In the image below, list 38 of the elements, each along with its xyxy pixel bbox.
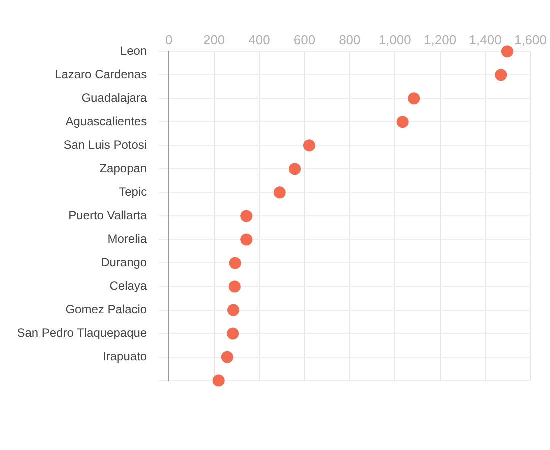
point bbox=[228, 304, 240, 316]
y-tick-label: San Luis Potosi bbox=[64, 138, 148, 152]
y-tick-label: Leon bbox=[120, 44, 148, 58]
point bbox=[274, 186, 286, 199]
point bbox=[408, 92, 420, 105]
x-tick-label: 800 bbox=[339, 32, 361, 48]
point bbox=[212, 374, 225, 387]
point bbox=[228, 280, 241, 293]
point bbox=[240, 210, 253, 222]
point bbox=[221, 351, 234, 364]
y-tick-label: Lazaro Cardenas bbox=[55, 67, 148, 82]
y-tick-label: Durango bbox=[101, 256, 148, 270]
y-tick-label: Morelia bbox=[108, 232, 148, 246]
x-tick-label: 400 bbox=[248, 32, 270, 48]
point bbox=[229, 257, 242, 270]
y-tick-label: Gomez Palacio bbox=[66, 302, 148, 317]
x-tick-label: 200 bbox=[203, 32, 226, 48]
y-tick-label: Guadalajara bbox=[82, 90, 148, 105]
point bbox=[495, 69, 508, 82]
x-tick-label: 1,600 bbox=[514, 32, 548, 48]
y-tick-label: Irapuato bbox=[103, 350, 148, 364]
point bbox=[240, 234, 253, 246]
y-tick-label: Zapopan bbox=[100, 161, 148, 176]
point bbox=[303, 140, 316, 152]
x-tick-label: 600 bbox=[294, 32, 316, 48]
y-tick-label: Puerto Vallarta bbox=[68, 208, 148, 223]
point bbox=[396, 116, 409, 128]
x-tick-label: 1,200 bbox=[424, 32, 457, 48]
y-tick-label: Celaya bbox=[110, 279, 148, 294]
y-tick-label: San Pedro Tlaquepaque bbox=[17, 326, 148, 340]
y-tick-label: Tepic bbox=[119, 185, 148, 199]
x-tick-label: 0 bbox=[165, 32, 173, 48]
point bbox=[501, 46, 514, 58]
x-tick-label: 1,000 bbox=[378, 32, 412, 48]
point bbox=[227, 328, 240, 340]
y-tick-label: Aguascalientes bbox=[66, 114, 148, 128]
x-tick-label: 1,400 bbox=[469, 32, 502, 48]
point bbox=[288, 163, 301, 176]
